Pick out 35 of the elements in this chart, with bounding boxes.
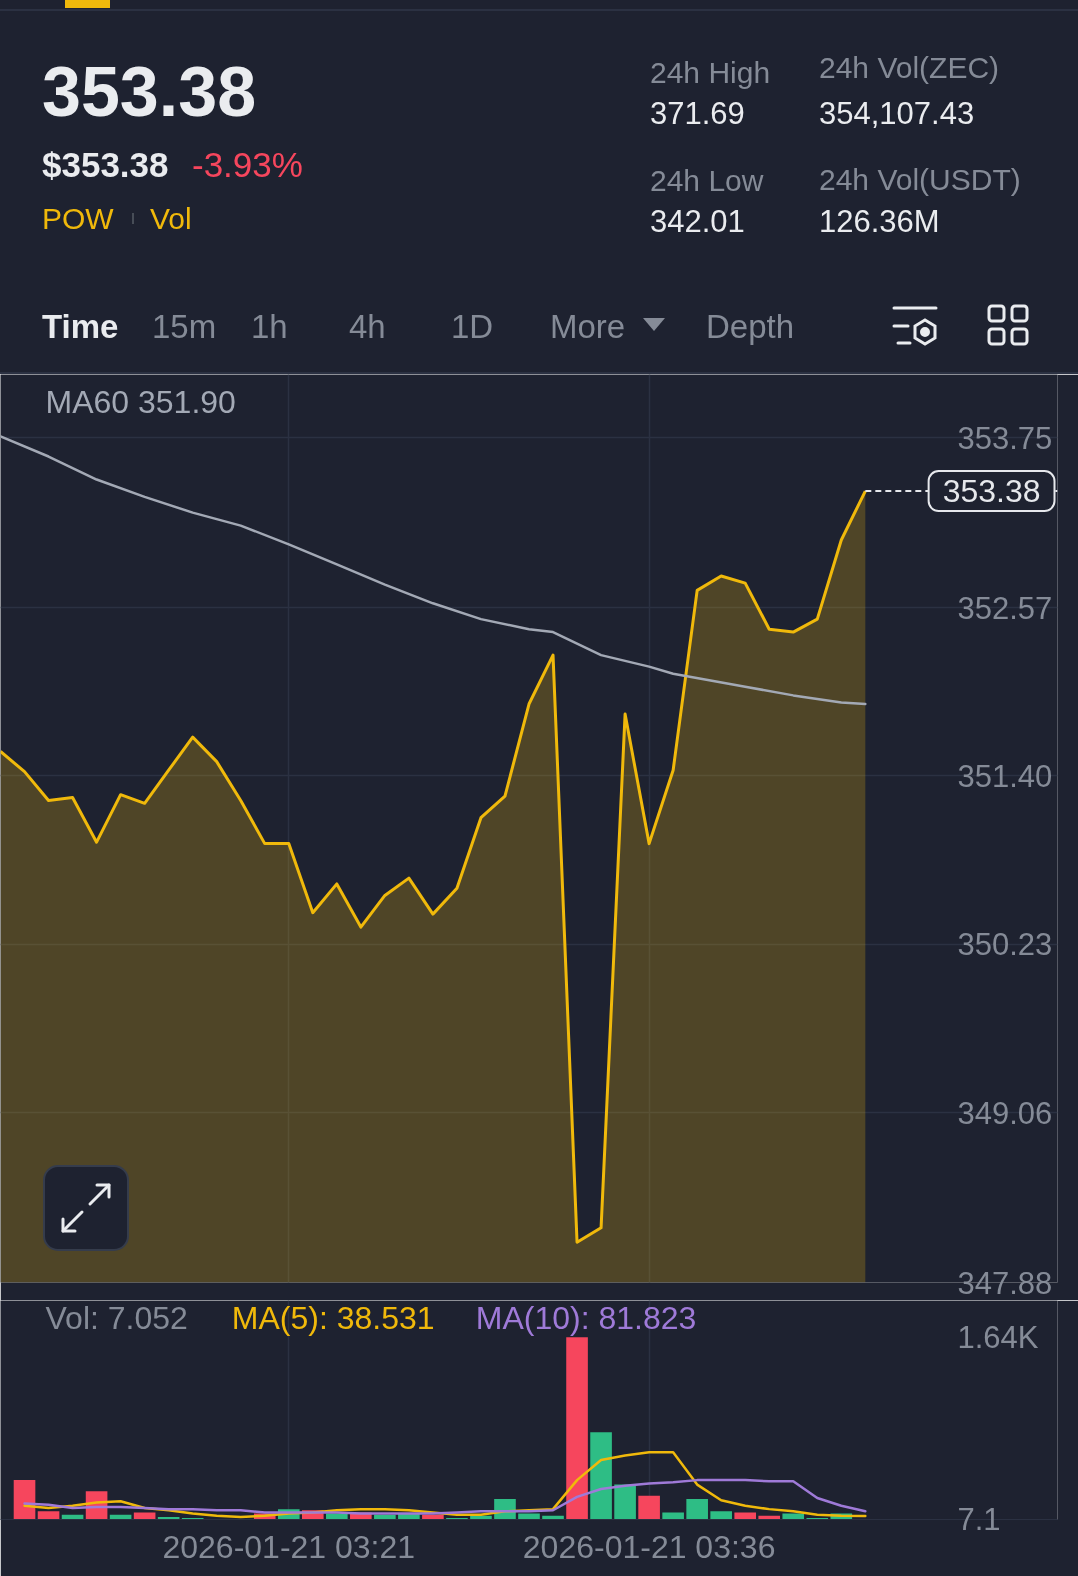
text: Vol: [150, 201, 192, 237]
y-tick-label: 352.57: [957, 590, 1053, 626]
text: POW: [42, 201, 114, 237]
y-tick-label: 351.40: [957, 758, 1053, 794]
ref-line-label: 353.38: [942, 473, 1041, 510]
text: 126.36M: [819, 203, 940, 241]
text: MA(5): 38.531: [231, 1299, 435, 1336]
y-tick-label: 1.64K: [957, 1319, 1039, 1355]
x-tick-label: 2026-01-21 03:36: [522, 1528, 776, 1565]
text: 1D: [451, 307, 494, 347]
y-tick-label: 349.06: [957, 1095, 1053, 1131]
text: 371.69: [650, 95, 745, 133]
text: 24h Low: [650, 163, 764, 199]
text: 342.01: [650, 203, 745, 241]
text: 15m: [152, 307, 217, 347]
text: 353.38: [42, 52, 257, 133]
text: Depth: [706, 307, 795, 347]
text: 4h: [349, 307, 386, 347]
y-tick-label: 350.23: [957, 927, 1053, 963]
series-label: MA60 351.90: [45, 383, 236, 420]
text: $353.38: [42, 144, 169, 186]
text: More: [550, 307, 626, 347]
y-tick-label: 7.1: [957, 1501, 1001, 1537]
text: Time: [42, 307, 119, 347]
annotation: Vol: 7.052: [45, 1299, 188, 1336]
text: 24h High: [650, 55, 771, 91]
text: 24h Vol(USDT): [819, 162, 1021, 198]
y-tick-label: 353.75: [957, 420, 1053, 456]
text: 1h: [251, 307, 288, 347]
text: MA(10): 81.823: [475, 1299, 697, 1336]
text: -3.93%: [192, 144, 303, 186]
y-tick-label: 347.88: [957, 1265, 1053, 1301]
text: 354,107.43: [819, 95, 975, 133]
text: 24h Vol(ZEC): [819, 50, 1000, 86]
x-tick-label: 2026-01-21 03:21: [162, 1528, 416, 1565]
